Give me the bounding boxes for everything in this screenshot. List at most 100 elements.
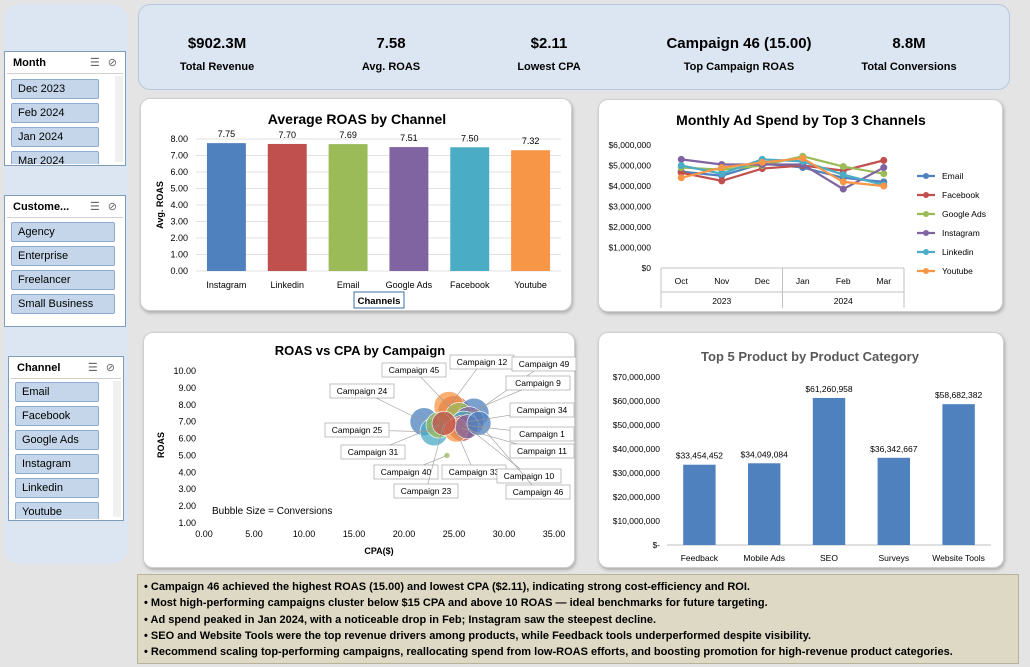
y-tick-label: $60,000,000 — [613, 396, 661, 406]
bubble-note: Bubble Size = Conversions — [212, 506, 332, 517]
data-point — [880, 182, 888, 190]
y-tick-label: 3.00 — [178, 484, 196, 494]
month-item[interactable]: Dec 2023 — [11, 79, 99, 99]
x-tick-label: Youtube — [514, 280, 547, 290]
data-point — [758, 158, 766, 166]
data-point — [880, 164, 888, 172]
customer-item[interactable]: Freelancer — [11, 270, 115, 290]
y-tick-label: $30,000,000 — [613, 468, 661, 478]
channel-item[interactable]: Facebook — [15, 406, 99, 426]
series-line — [681, 158, 885, 191]
y-tick-label: $6,000,000 — [608, 140, 651, 150]
data-label: Campaign 40 — [381, 467, 432, 477]
channel-item[interactable]: Youtube — [15, 502, 99, 519]
data-point — [799, 154, 807, 162]
data-label: $36,342,667 — [870, 444, 918, 454]
data-point — [880, 156, 888, 164]
channel-item[interactable]: Email — [15, 382, 99, 402]
kpi-value: 7.58 — [376, 35, 406, 52]
data-label: 7.75 — [218, 129, 236, 139]
leader-line — [448, 361, 483, 407]
legend-label: Instagram — [942, 228, 980, 238]
channel-slicer[interactable]: Channel ☰ ⊘ Email Facebook Google Ads Inst… — [8, 356, 124, 521]
data-label: Campaign 24 — [337, 386, 388, 396]
x-tick-label: Jan — [796, 276, 810, 286]
customer-item[interactable]: Small Business — [11, 294, 115, 314]
clear-filter-icon[interactable]: ⊘ — [107, 201, 117, 213]
multi-select-icon[interactable]: ☰ — [87, 362, 98, 374]
bar — [511, 150, 551, 271]
data-point — [880, 170, 888, 178]
data-label-box — [329, 383, 395, 399]
y-tick-label: 2.00 — [178, 501, 196, 511]
channel-item[interactable]: Linkedin — [15, 478, 99, 498]
month-item[interactable]: Mar 2024 — [11, 151, 99, 164]
month-item[interactable]: Jan 2024 — [11, 127, 99, 147]
month-slicer[interactable]: Month ☰ ⊘ Dec 2023 Feb 2024 Jan 2024 Mar 2… — [4, 51, 126, 166]
leader-line — [466, 426, 530, 477]
customer-item[interactable]: Agency — [11, 222, 115, 242]
kpi-label: Total Conversions — [861, 61, 957, 73]
roas-by-channel-card[interactable]: Average ROAS by Channel 0.00 1.00 2.00 3.00 4… — [140, 98, 572, 311]
month-slicer-title: Month — [13, 56, 46, 69]
x-tick-label: 5.00 — [245, 529, 263, 539]
data-label-box — [509, 426, 575, 442]
month-item[interactable]: Feb 2024 — [11, 103, 99, 123]
y-tick-label: $70,000,000 — [613, 372, 661, 382]
roas-vs-cpa-card[interactable]: ROAS vs CPA by Campaign 1.00 2.00 3.00 4.00 5… — [143, 332, 576, 568]
data-label: Campaign 33 — [449, 467, 500, 477]
clear-filter-icon[interactable]: ⊘ — [105, 362, 115, 374]
data-label: 7.50 — [461, 133, 479, 143]
data-label-box — [509, 402, 575, 418]
insight-line: • Recommend scaling top-performing campa… — [144, 646, 953, 659]
y-tick-label: 10.00 — [173, 366, 196, 376]
data-label: Campaign 1 — [519, 429, 565, 439]
data-label: Campaign 49 — [519, 359, 570, 369]
multi-select-icon[interactable]: ☰ — [89, 57, 100, 69]
y-tick-label: $0 — [642, 263, 652, 273]
leader-line — [478, 423, 539, 493]
customer-slicer-header: Custome... ☰ ⊘ — [7, 196, 123, 218]
data-point — [677, 162, 685, 169]
data-point — [839, 163, 847, 171]
monthly-ad-spend-card[interactable]: Monthly Ad Spend by Top 3 Channels $0 $1,0… — [598, 99, 1003, 312]
data-label: Campaign 31 — [348, 447, 399, 457]
chart-title: Top 5 Product by Product Category — [701, 349, 920, 364]
data-label: Campaign 9 — [515, 378, 561, 388]
kpi-label: Top Campaign ROAS — [683, 61, 795, 73]
legend-marker — [923, 230, 929, 236]
roas-by-channel-chart: Average ROAS by Channel 0.00 1.00 2.00 3.00 4… — [155, 111, 561, 309]
x-tick-label: Website Tools — [932, 553, 985, 563]
insight-line: • Most high-performing campaigns cluster… — [144, 597, 768, 610]
bar — [877, 457, 910, 545]
channel-slicer-title: Channel — [17, 361, 61, 374]
channel-item[interactable]: Google Ads — [15, 430, 99, 450]
data-label: Campaign 11 — [517, 446, 567, 456]
y-tick-label: 6.00 — [178, 434, 196, 444]
multi-select-icon[interactable]: ☰ — [89, 201, 100, 213]
data-label-box — [511, 356, 576, 372]
insight-line: • SEO and Website Tools were the top rev… — [144, 629, 812, 642]
x-tick-label: Dec — [755, 276, 771, 286]
legend-label: Google Ads — [942, 209, 986, 219]
bar — [450, 147, 490, 271]
x-tick-label: 10.00 — [293, 529, 316, 539]
channel-scrollbar[interactable] — [113, 381, 121, 517]
customer-item[interactable]: Enterprise — [11, 246, 115, 266]
customer-slicer[interactable]: Custome... ☰ ⊘ Agency Enterprise Freelance… — [4, 195, 126, 327]
chart-title: Average ROAS by Channel — [268, 111, 446, 127]
top-products-card[interactable]: Top 5 Product by Product Category $- $10,0… — [598, 332, 1004, 568]
x-tick-label: Linkedin — [270, 280, 304, 290]
roas-vs-cpa-chart: ROAS vs CPA by Campaign 1.00 2.00 3.00 4.00 5… — [156, 343, 576, 556]
channel-item[interactable]: Instagram — [15, 454, 99, 474]
y-tick-label: 1.00 — [178, 518, 196, 528]
y-axis-label: ROAS — [156, 432, 166, 458]
clear-filter-icon[interactable]: ⊘ — [107, 57, 117, 69]
x-tick-label: Facebook — [450, 280, 490, 290]
y-tick-label: $3,000,000 — [608, 202, 651, 212]
insights-box: • Campaign 46 achieved the highest ROAS … — [137, 574, 1019, 664]
x-tick-label: Google Ads — [386, 280, 433, 290]
x-axis-label: CPA($) — [364, 546, 393, 556]
data-label-box — [505, 484, 571, 500]
month-scrollbar[interactable] — [115, 76, 123, 162]
